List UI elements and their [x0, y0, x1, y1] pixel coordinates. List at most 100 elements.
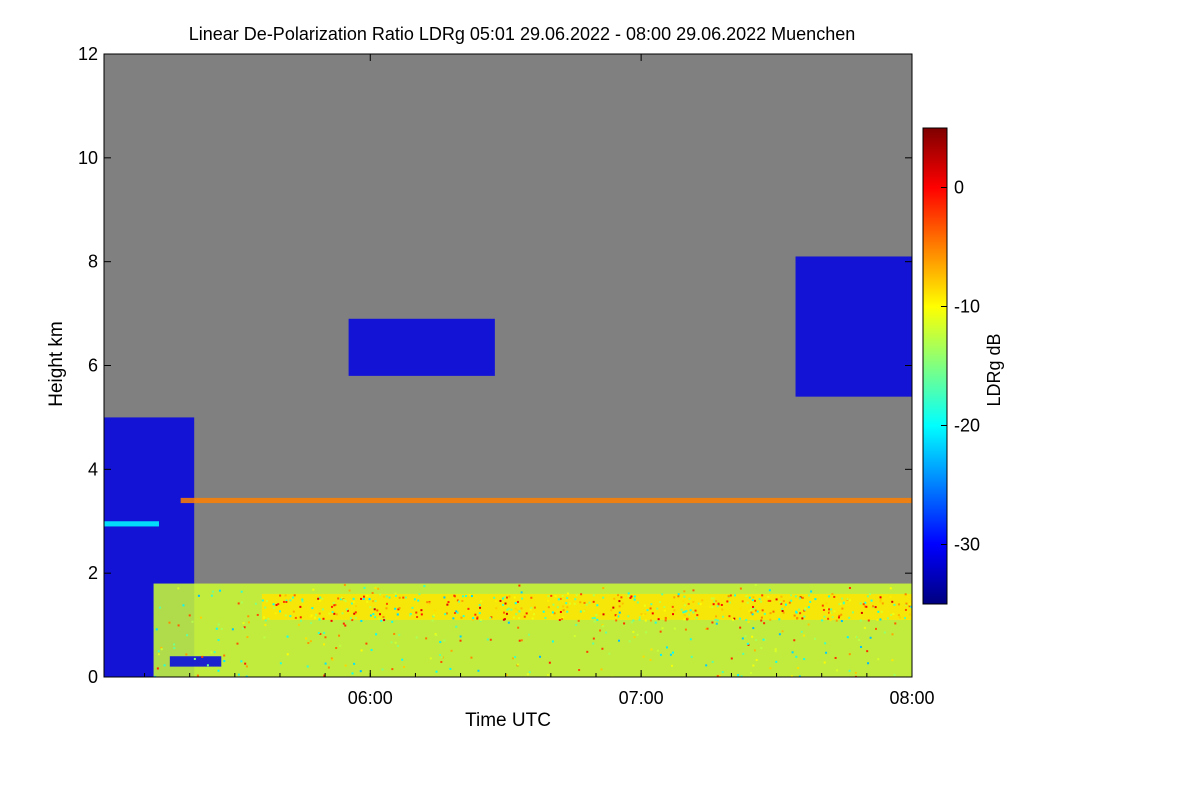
speckle: [701, 602, 704, 605]
speckle: [579, 601, 582, 604]
speckle: [374, 600, 377, 603]
speckle: [804, 608, 807, 611]
speckle: [566, 610, 569, 613]
speckle: [677, 593, 680, 596]
speckle: [337, 597, 340, 600]
speckle: [891, 600, 894, 603]
speckle: [779, 601, 782, 604]
speckle: [830, 608, 833, 611]
speckle: [848, 653, 851, 656]
speckle: [897, 614, 900, 617]
speckle: [156, 667, 159, 670]
speckle: [512, 616, 515, 619]
speckle: [705, 664, 708, 667]
speckle: [750, 611, 753, 614]
speckle: [521, 597, 524, 600]
speckle: [633, 636, 636, 639]
speckle: [246, 636, 249, 639]
speckle: [201, 655, 204, 658]
speckle: [672, 613, 675, 616]
speckle: [685, 609, 688, 612]
speckle: [370, 648, 373, 651]
speckle: [721, 608, 724, 611]
speckle: [600, 668, 603, 671]
speckle: [837, 616, 840, 619]
speckle: [840, 620, 843, 623]
speckle: [435, 634, 438, 637]
speckle: [440, 656, 443, 659]
speckle: [636, 601, 639, 604]
colorbar-tick-label: -20: [954, 416, 980, 436]
speckle: [530, 606, 533, 609]
speckle: [831, 616, 834, 619]
speckle: [711, 660, 714, 663]
speckle: [596, 618, 599, 621]
speckle: [331, 658, 334, 661]
speckle: [583, 601, 586, 604]
y-tick-label: 2: [88, 563, 98, 583]
speckle: [879, 618, 882, 621]
speckle: [745, 618, 748, 621]
speckle: [803, 658, 806, 661]
speckle: [658, 601, 661, 604]
speckle: [799, 612, 802, 615]
speckle: [575, 623, 578, 626]
speckle: [722, 615, 725, 618]
speckle: [369, 614, 372, 617]
speckle: [821, 604, 824, 607]
speckle: [465, 594, 468, 597]
speckle: [729, 594, 732, 597]
speckle: [875, 627, 878, 630]
speckle: [499, 599, 502, 602]
speckle: [157, 650, 160, 653]
speckle: [579, 610, 582, 613]
speckle: [795, 610, 798, 613]
speckle: [301, 600, 304, 603]
speckle: [760, 616, 763, 619]
colorbar-tick-label: -10: [954, 297, 980, 317]
speckle: [322, 617, 325, 620]
speckle: [763, 638, 766, 641]
speckle: [561, 594, 564, 597]
speckle: [860, 611, 863, 614]
speckle: [254, 602, 257, 605]
speckle: [312, 588, 315, 591]
speckle: [369, 606, 372, 609]
speckle: [588, 601, 591, 604]
speckle: [417, 599, 420, 602]
speckle: [520, 639, 523, 642]
speckle: [186, 634, 189, 637]
speckle: [552, 603, 555, 606]
speckle: [379, 613, 382, 616]
speckle: [453, 612, 456, 615]
speckle: [353, 662, 356, 665]
speckle: [669, 653, 672, 656]
speckle: [344, 664, 347, 667]
y-tick-label: 6: [88, 356, 98, 376]
speckle: [880, 610, 883, 613]
speckle: [591, 617, 594, 620]
speckle: [354, 611, 357, 614]
speckle: [533, 606, 536, 609]
speckle: [423, 585, 426, 588]
speckle: [556, 606, 559, 609]
speckle: [854, 675, 857, 677]
speckle: [714, 618, 717, 621]
plot-speckle: [154, 583, 912, 677]
speckle: [879, 596, 882, 599]
speckle: [453, 594, 456, 597]
speckle: [379, 593, 382, 596]
speckle: [749, 671, 752, 674]
speckle: [715, 622, 718, 625]
speckle: [479, 619, 482, 622]
speckle: [237, 673, 240, 676]
speckle: [211, 590, 214, 593]
speckle: [747, 621, 750, 624]
speckle: [831, 593, 834, 596]
speckle: [605, 631, 608, 634]
speckle: [797, 666, 800, 669]
speckle: [848, 586, 851, 589]
speckle: [593, 620, 596, 623]
y-axis: 0 2 4 6 8 10 12: [78, 44, 912, 687]
speckle: [650, 648, 653, 651]
